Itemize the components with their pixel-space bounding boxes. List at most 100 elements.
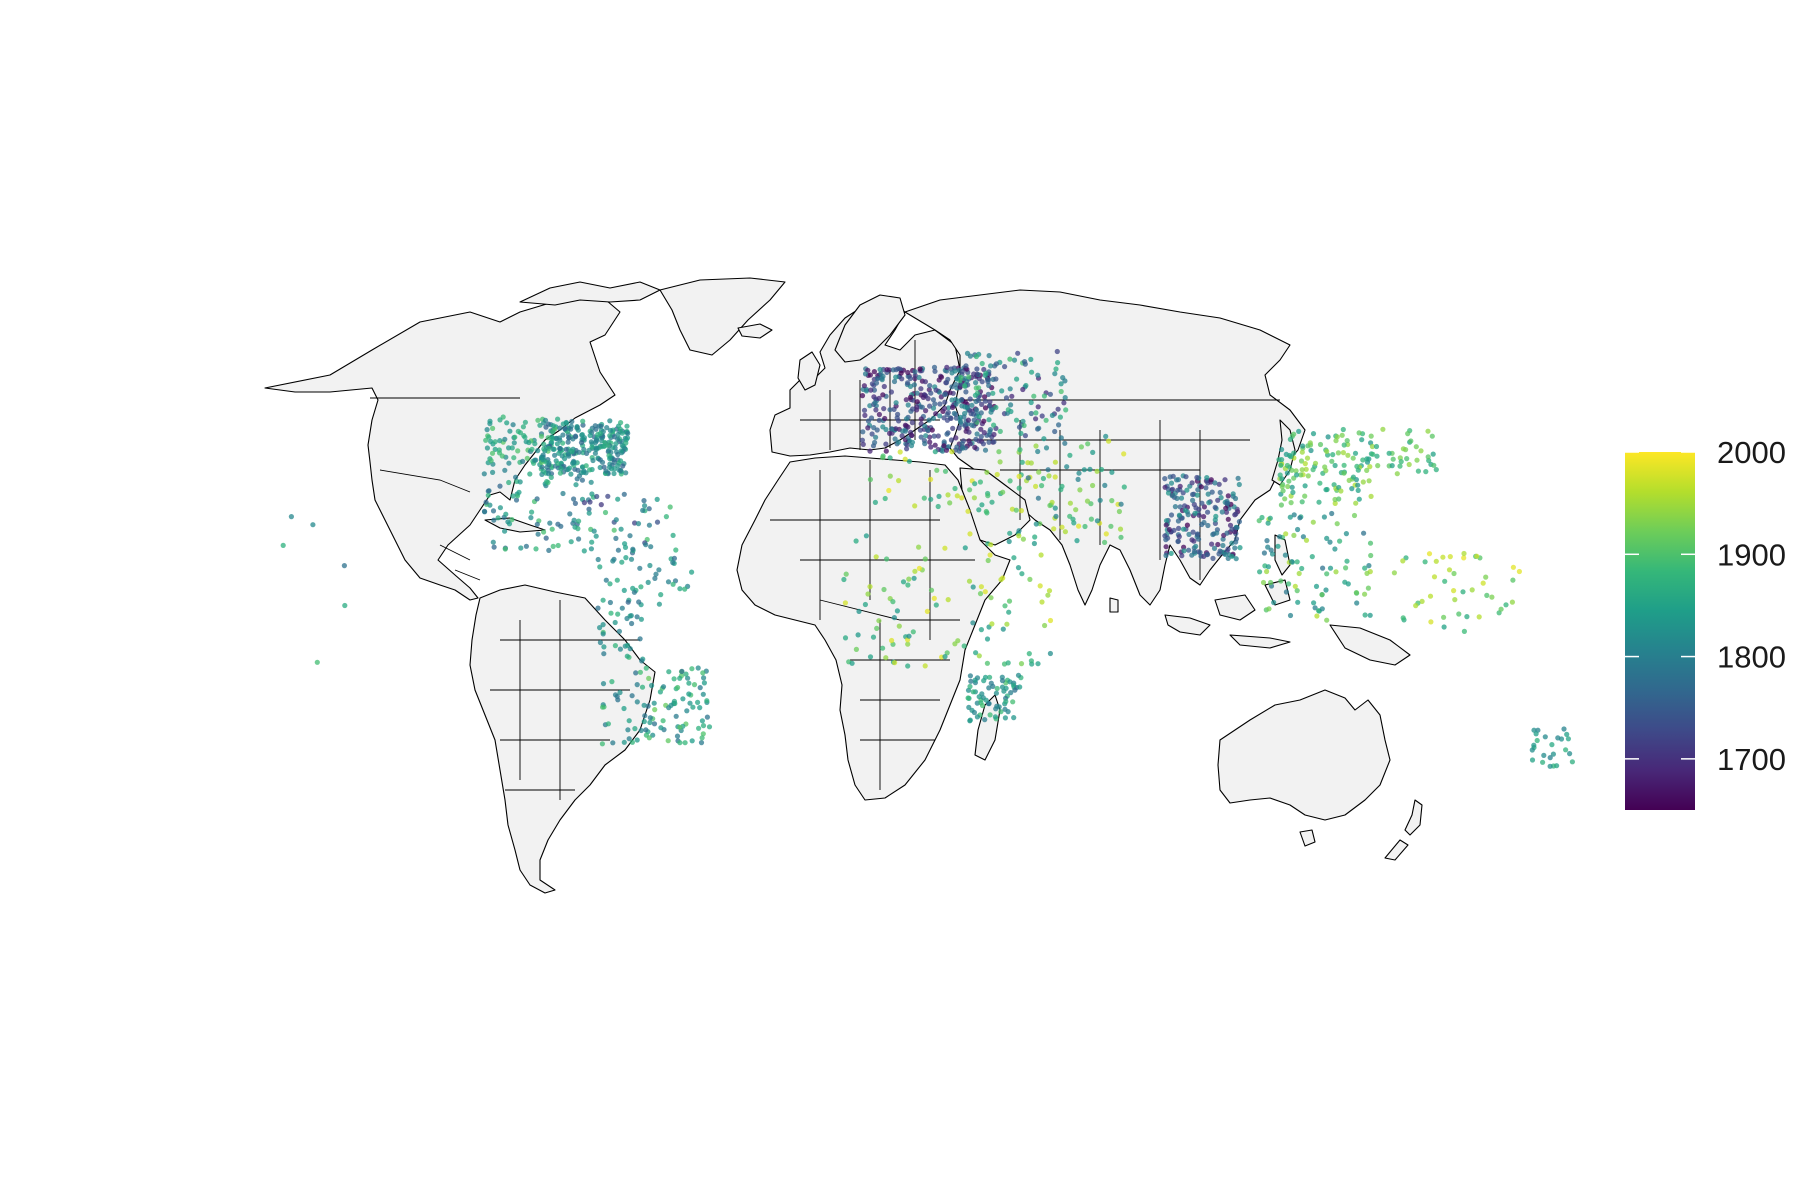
observation-point	[1175, 538, 1181, 545]
observation-point	[867, 584, 873, 590]
observation-point	[1062, 529, 1068, 535]
observation-point	[588, 479, 594, 485]
observation-point	[1211, 545, 1218, 552]
observation-point	[931, 595, 937, 602]
observation-point	[972, 392, 979, 398]
observation-point	[1063, 407, 1069, 413]
observation-point	[963, 363, 969, 369]
observation-point	[928, 444, 934, 450]
observation-point	[621, 705, 627, 712]
observation-point	[1356, 430, 1362, 436]
observation-point	[619, 430, 626, 436]
observation-point	[490, 508, 497, 514]
observation-point	[557, 470, 564, 476]
observation-point	[1302, 461, 1308, 467]
observation-point	[623, 470, 629, 476]
observation-point	[667, 504, 673, 510]
observation-point	[630, 546, 636, 552]
observation-point	[1015, 565, 1022, 571]
observation-point	[487, 418, 493, 424]
observation-point	[1193, 505, 1199, 511]
observation-point	[1007, 356, 1013, 362]
observation-point	[682, 586, 688, 592]
observation-point	[652, 707, 658, 713]
observation-point	[700, 670, 706, 676]
observation-point	[1021, 422, 1027, 429]
observation-point	[595, 556, 601, 563]
observation-point	[880, 645, 886, 651]
observation-point	[973, 353, 980, 360]
observation-point	[1190, 529, 1196, 535]
colorbar-ticks	[1625, 451, 1695, 760]
observation-point	[1018, 508, 1024, 514]
observation-point	[1002, 364, 1008, 370]
observation-point	[971, 417, 977, 423]
observation-point	[902, 456, 908, 462]
observation-point	[988, 542, 994, 548]
observation-point	[1055, 406, 1061, 412]
observation-point	[914, 407, 920, 413]
observation-point	[502, 467, 508, 473]
observation-point	[906, 576, 912, 582]
observation-point	[1185, 511, 1191, 518]
observation-point	[1051, 526, 1057, 532]
observation-point	[842, 635, 849, 641]
observation-point	[1282, 496, 1288, 502]
observation-point	[867, 372, 874, 378]
observation-point	[1295, 599, 1301, 605]
observation-point	[1484, 592, 1490, 599]
observation-point	[1224, 530, 1230, 536]
observation-point	[1314, 613, 1320, 619]
observation-point	[967, 396, 973, 402]
observation-point	[1033, 443, 1039, 449]
observation-point	[1165, 490, 1172, 496]
observation-point	[1327, 539, 1333, 545]
observation-point	[1293, 468, 1299, 474]
observation-point	[576, 536, 582, 542]
observation-point	[573, 482, 579, 488]
observation-point	[1277, 472, 1283, 478]
observation-point	[983, 697, 989, 703]
observation-point	[910, 629, 916, 635]
observation-point	[869, 381, 876, 387]
observation-point	[1510, 577, 1516, 583]
observation-point	[863, 533, 870, 539]
observation-point	[1285, 483, 1291, 490]
observation-point	[893, 400, 899, 406]
observation-point	[547, 520, 553, 526]
observation-point	[925, 396, 931, 402]
observation-point	[1015, 672, 1022, 678]
observation-point	[873, 554, 879, 560]
observation-point	[1184, 522, 1190, 528]
observation-point	[686, 680, 692, 686]
observation-point	[1015, 350, 1021, 356]
observation-point	[506, 445, 512, 451]
observation-point	[624, 423, 630, 429]
observation-point	[979, 502, 985, 508]
observation-point	[1310, 467, 1316, 473]
observation-point	[877, 366, 883, 373]
observation-point	[600, 597, 606, 603]
observation-point	[1404, 456, 1410, 462]
observation-point	[923, 408, 929, 414]
observation-point	[639, 684, 646, 690]
observation-point	[1171, 527, 1177, 533]
observation-point	[985, 557, 991, 564]
observation-point	[933, 602, 939, 608]
observation-point	[542, 417, 549, 423]
observation-point	[993, 376, 999, 382]
observation-point	[984, 636, 991, 642]
observation-point	[1182, 503, 1188, 509]
observation-point	[1074, 538, 1080, 544]
observation-point	[1229, 526, 1235, 532]
observation-point	[629, 620, 635, 627]
observation-point	[1229, 553, 1235, 559]
observation-point	[1380, 426, 1386, 432]
observation-point	[517, 430, 524, 436]
observation-point	[862, 371, 869, 377]
observation-point	[1355, 482, 1361, 488]
observation-point	[990, 390, 996, 396]
observation-point	[1461, 555, 1467, 561]
observation-point	[1343, 565, 1349, 571]
observation-point	[689, 738, 695, 744]
